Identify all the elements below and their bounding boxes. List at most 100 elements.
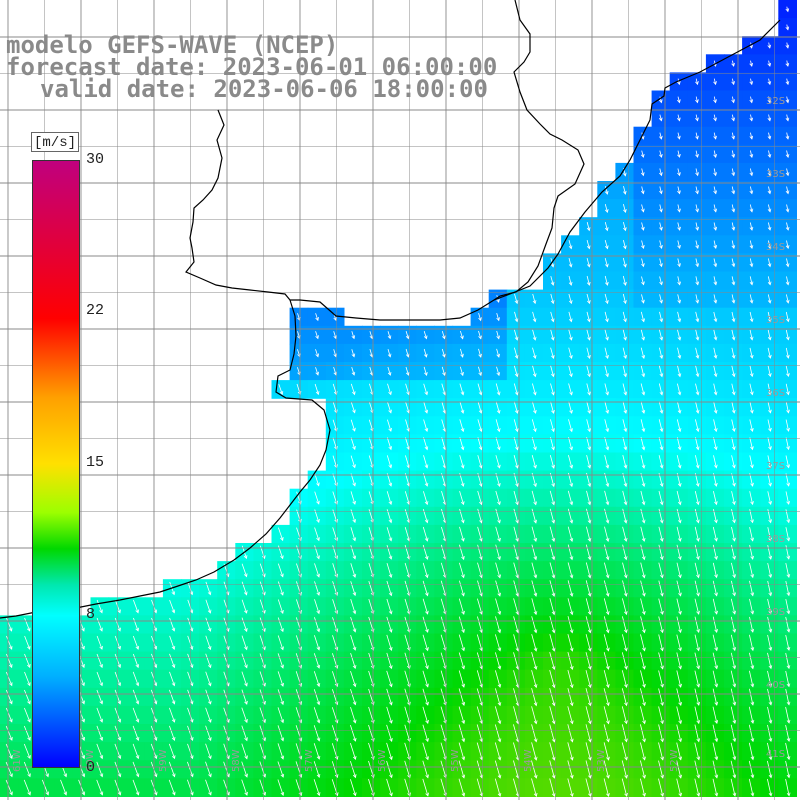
- wind-arrow: [205, 707, 212, 723]
- wind-arrow: [731, 329, 736, 341]
- wind-arrow: [677, 365, 682, 378]
- wind-arrow: [585, 634, 592, 652]
- wind-arrow: [6, 617, 13, 632]
- wind-arrow: [132, 635, 140, 650]
- wind-arrow: [568, 311, 573, 323]
- wind-arrow: [422, 598, 429, 615]
- wind-arrow: [567, 616, 574, 634]
- lat-label: 40S: [766, 680, 785, 691]
- wind-arrow: [767, 688, 773, 706]
- wind-arrow: [531, 490, 537, 506]
- wind-arrow: [694, 544, 700, 560]
- wind-arrow: [513, 383, 519, 396]
- wind-arrow: [622, 365, 627, 378]
- wind-arrow: [785, 599, 791, 615]
- wind-arrow: [549, 580, 556, 597]
- wind-arrow: [785, 258, 790, 268]
- wind-arrow: [658, 437, 664, 451]
- wind-arrow: [694, 688, 700, 706]
- wind-arrow: [749, 616, 755, 633]
- wind-arrow: [6, 635, 13, 650]
- wind-arrow: [205, 761, 212, 778]
- wind-arrow: [676, 526, 682, 542]
- wind-arrow: [531, 437, 537, 451]
- wind-arrow: [549, 688, 556, 707]
- wind-arrow: [133, 617, 139, 632]
- wind-arrow: [550, 311, 555, 323]
- wind-arrow: [567, 724, 574, 743]
- wind-arrow: [350, 706, 357, 724]
- wind-arrow: [531, 562, 538, 579]
- lon-label: 57W: [304, 749, 315, 772]
- wind-arrow: [695, 114, 699, 122]
- colorbar-tick-8: 8: [86, 606, 96, 623]
- wind-arrow: [748, 706, 755, 724]
- wind-arrow: [785, 563, 791, 579]
- wind-arrow: [785, 473, 790, 487]
- wind-arrow: [567, 688, 574, 707]
- wind-arrow: [676, 419, 682, 433]
- wind-arrow: [658, 688, 664, 706]
- wind-arrow: [277, 671, 284, 687]
- wind-arrow: [404, 778, 411, 797]
- wind-arrow: [731, 168, 736, 177]
- wind-arrow: [477, 544, 483, 561]
- wind-arrow: [259, 581, 266, 596]
- wind-arrow: [495, 634, 502, 652]
- wind-arrow: [713, 204, 718, 213]
- wind-arrow: [405, 330, 410, 340]
- wind-arrow: [676, 598, 682, 615]
- wind-arrow: [604, 239, 609, 250]
- wind-arrow: [640, 186, 645, 195]
- wind-arrow: [277, 635, 284, 651]
- wind-arrow: [730, 706, 737, 725]
- wind-arrow: [585, 652, 592, 670]
- wind-arrow: [677, 329, 682, 341]
- wind-arrow: [459, 419, 465, 433]
- lat-label: 33S: [766, 169, 785, 180]
- wind-arrow: [568, 329, 573, 341]
- wind-arrow: [767, 580, 773, 597]
- coastline-lower: [0, 299, 331, 619]
- wind-arrow: [550, 401, 555, 414]
- wind-arrow: [694, 616, 700, 634]
- wind-arrow: [694, 580, 700, 597]
- wind-arrow: [731, 204, 736, 213]
- wind-arrow: [658, 383, 664, 396]
- wind-arrow: [749, 276, 754, 286]
- wind-arrow: [677, 347, 682, 360]
- wind-arrow: [785, 670, 791, 688]
- wind-arrow: [749, 544, 754, 560]
- wind-arrow: [205, 725, 212, 742]
- wind-arrow: [731, 78, 735, 86]
- wind-arrow: [386, 760, 393, 779]
- wind-arrow: [169, 725, 176, 741]
- wind-arrow: [386, 544, 393, 560]
- wind-arrow: [314, 563, 320, 578]
- wind-arrow: [458, 742, 466, 761]
- wind-arrow: [458, 778, 466, 797]
- wind-arrow: [458, 598, 465, 615]
- wind-arrow: [676, 706, 682, 725]
- wind-arrow: [677, 114, 681, 122]
- wind-arrow: [422, 742, 429, 761]
- wind-arrow: [205, 599, 212, 614]
- wind-arrow: [767, 437, 772, 451]
- wind-arrow: [603, 688, 610, 707]
- wind-arrow: [422, 580, 429, 597]
- wind-arrow: [622, 275, 627, 286]
- wind-arrow: [767, 401, 772, 414]
- wind-arrow: [168, 761, 176, 778]
- lon-label: 58W: [231, 749, 242, 772]
- wind-arrow: [549, 454, 555, 469]
- wind-arrow: [350, 527, 357, 542]
- wind-arrow: [785, 24, 790, 31]
- wind-arrow: [785, 114, 790, 122]
- wind-arrow: [749, 311, 754, 323]
- wind-arrow: [332, 491, 338, 505]
- wind-arrow: [549, 669, 556, 689]
- coastline-uruguay: [493, 19, 781, 301]
- wind-arrow: [730, 652, 737, 670]
- wind-arrow: [785, 150, 790, 159]
- wind-arrow: [785, 491, 790, 505]
